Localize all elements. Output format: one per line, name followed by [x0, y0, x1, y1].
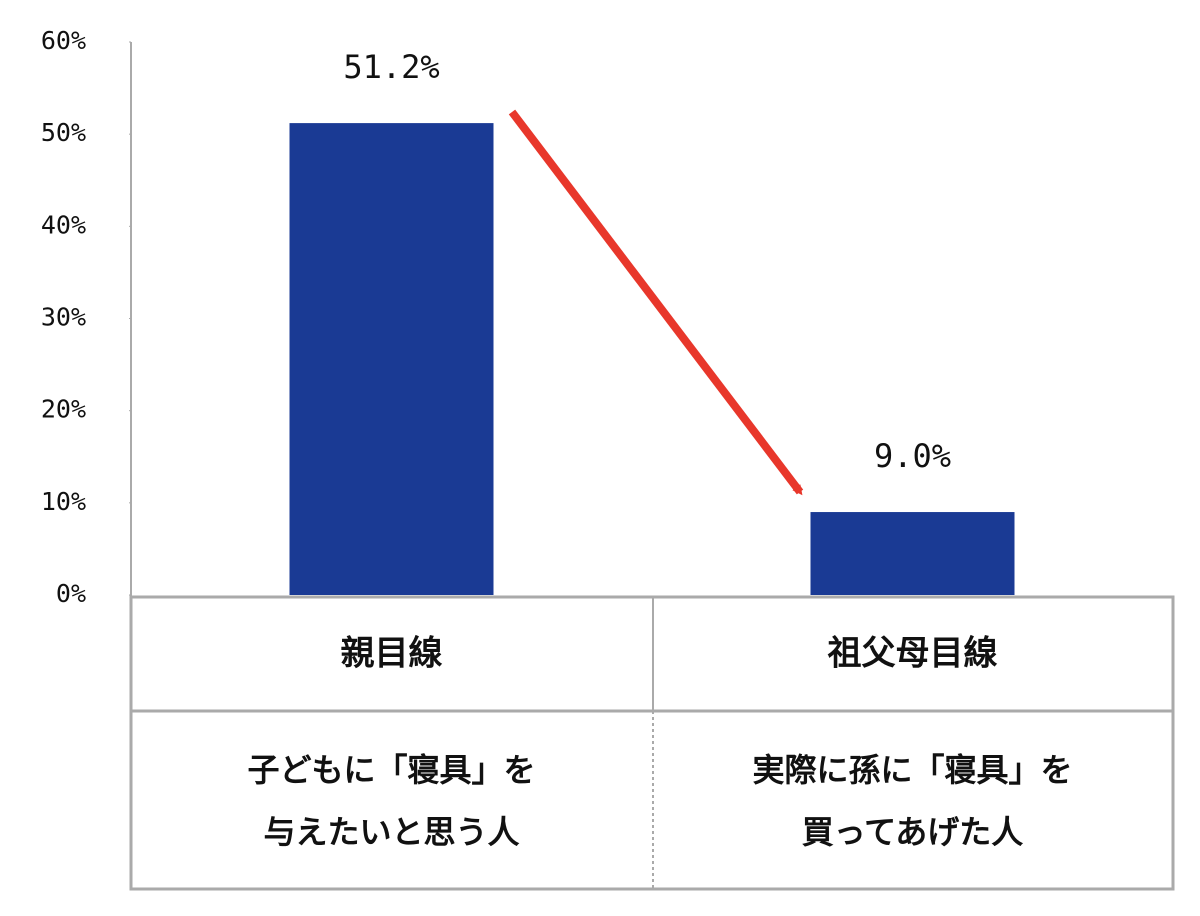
category-description: 実際に孫に「寝具」を — [752, 751, 1072, 789]
category-description: 与えたいと思う人 — [263, 813, 519, 851]
value-label: 9.0% — [874, 437, 951, 475]
y-tick-label: 50% — [41, 118, 86, 147]
y-tick-label: 30% — [41, 303, 86, 332]
value-label: 51.2% — [343, 48, 439, 86]
y-tick-label: 60% — [41, 26, 86, 55]
bar — [289, 123, 494, 596]
y-tick-label: 40% — [41, 210, 86, 239]
y-tick-label: 20% — [41, 395, 86, 424]
category-label: 親目線 — [341, 634, 443, 674]
bar — [810, 512, 1015, 595]
category-description: 子どもに「寝具」を — [247, 751, 535, 789]
y-tick-label: 0% — [56, 579, 86, 608]
y-tick-label: 10% — [41, 487, 86, 516]
category-label: 祖父母目線 — [828, 634, 998, 674]
category-description: 買ってあげた人 — [802, 813, 1023, 851]
trend-arrow — [508, 109, 804, 496]
